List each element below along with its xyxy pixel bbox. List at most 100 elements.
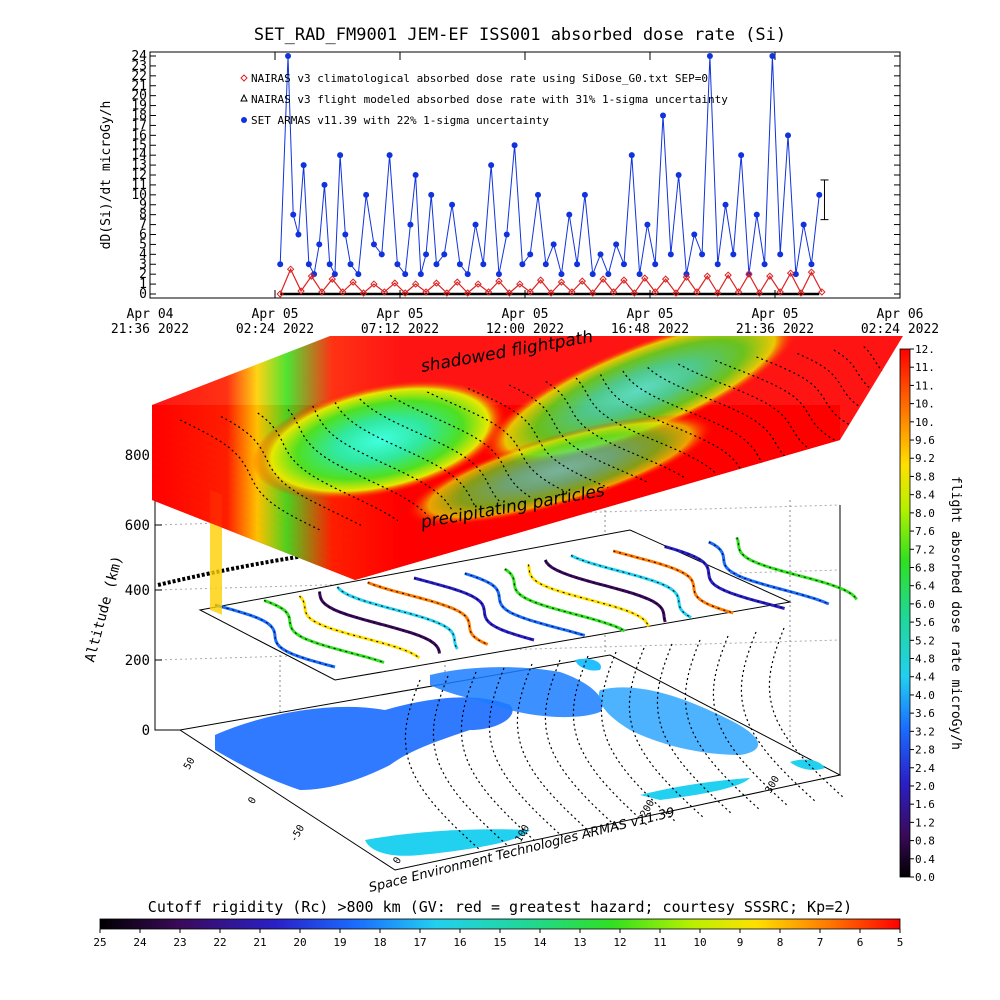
- y-tick-label: 12: [131, 168, 147, 183]
- ground-tracks: [404, 627, 845, 851]
- armas-point: [326, 261, 333, 268]
- y-tick-label: 1: [139, 277, 147, 292]
- dose-tick-label: 11.: [915, 379, 935, 392]
- dose-tick-label: 7.2: [915, 543, 935, 556]
- nairas-point: [693, 288, 701, 296]
- armas-point: [542, 261, 549, 268]
- armas-point: [581, 191, 588, 198]
- landmass-south: [640, 778, 750, 800]
- armas-point: [480, 261, 487, 268]
- nairas-point: [724, 271, 732, 279]
- landmass-antarctica: [365, 829, 530, 856]
- nairas-point: [661, 275, 670, 283]
- armas-point: [363, 191, 370, 198]
- armas-point: [412, 172, 419, 178]
- flight-track: [543, 559, 667, 623]
- armas-point: [428, 191, 435, 198]
- ground-track: [768, 627, 845, 799]
- armas-point: [290, 211, 297, 218]
- rc-tick-label: 11: [653, 936, 666, 949]
- y-tick-label: 23: [131, 59, 147, 74]
- slab-track: [545, 381, 687, 479]
- armas-point: [417, 271, 424, 278]
- x-tick-label-time: 21:36 2022: [736, 322, 814, 337]
- ground-track: [544, 659, 621, 831]
- dose-colorbar-ticks: 0.0 0.4 0.8 1.2 1.6 2.0 2.4 2.8 3.2 3.6 4.0 4.4 4.8 5…: [910, 343, 935, 884]
- y-tick-label: 8: [139, 208, 147, 223]
- nairas-point: [609, 288, 618, 296]
- x-tick-label-date: Apr 05: [252, 307, 299, 322]
- legend-symbol-diamond: [240, 74, 248, 82]
- nairas-point: [474, 280, 482, 288]
- nairas-point: [297, 287, 305, 295]
- lat-tick-label: -50: [289, 823, 308, 844]
- slab-track: [622, 370, 764, 465]
- dose-tick-label: 3.6: [915, 707, 935, 720]
- slab-track: [220, 415, 362, 526]
- armas-point: [495, 271, 502, 278]
- x-tick-label-time: 12:00 2022: [486, 322, 564, 337]
- nairas-point: [568, 288, 576, 296]
- x-tick-label-time: 02:24 2022: [861, 322, 939, 337]
- armas-point: [472, 221, 479, 228]
- dose-tick-label: 2.0: [915, 780, 935, 793]
- flight-track-dots: [708, 541, 829, 605]
- y-tick-label: 14: [131, 148, 147, 163]
- rc-tick-label: 5: [897, 936, 904, 949]
- rc-tick-label: 9: [737, 936, 744, 949]
- nairas-point: [818, 288, 826, 296]
- slab-track: [599, 374, 741, 470]
- nairas-point: [453, 278, 461, 286]
- nairas-point: [703, 272, 711, 280]
- nairas-point: [578, 277, 586, 285]
- armas-point: [644, 221, 651, 228]
- dose-colorbar: 0.0 0.4 0.8 1.2 1.6 2.0 2.4 2.8 3.2 3.6 4.0 4.4 4.8 5…: [899, 343, 963, 884]
- armas-point: [355, 271, 362, 278]
- armas-point: [300, 162, 307, 169]
- flight-track-dots: [464, 573, 585, 636]
- nairas-point: [766, 272, 774, 280]
- armas-series-line: [279, 55, 820, 277]
- y-tick-label: 19: [131, 99, 147, 114]
- armas-point: [519, 261, 526, 268]
- armas-point: [605, 271, 612, 278]
- x-tick-label-date: Apr 04: [127, 307, 174, 322]
- x-tick-label-date: Apr 05: [752, 307, 799, 322]
- ground-track: [628, 647, 705, 819]
- z-tick-label: 400: [125, 583, 150, 599]
- dose-tick-label: 10.: [915, 416, 935, 429]
- dose-blob: [405, 414, 715, 526]
- dose-tick-label: 9.2: [915, 452, 935, 465]
- nairas-point: [557, 278, 566, 286]
- flight-track: [298, 594, 421, 660]
- series-group: [276, 53, 829, 298]
- armas-point: [777, 251, 784, 258]
- rc-tick-label: 10: [693, 936, 706, 949]
- nairas-point: [776, 288, 784, 296]
- ground-track: [712, 635, 789, 807]
- y-tick-label: 5: [139, 237, 147, 252]
- flight-track-dots: [504, 568, 626, 632]
- armas-point: [706, 53, 713, 59]
- x-tick-label-date: Apr 05: [377, 307, 424, 322]
- armas-point: [527, 251, 534, 258]
- armas-point: [722, 201, 729, 208]
- rc-tick-label: 22: [213, 936, 226, 949]
- nairas-point: [505, 289, 514, 297]
- nairas-point: [349, 278, 357, 286]
- y-tick-label: 16: [131, 128, 147, 143]
- nairas-climatological-series-line: [279, 267, 823, 295]
- y-tick-label: 15: [131, 138, 147, 153]
- flight-track-dots: [337, 586, 458, 650]
- nairas-point: [380, 288, 389, 296]
- nairas-point: [370, 280, 378, 288]
- armas-point: [295, 231, 302, 238]
- nairas-point: [547, 289, 555, 297]
- armas-point: [441, 251, 448, 258]
- slab-track: [257, 412, 399, 522]
- nairas-point: [620, 276, 628, 284]
- nairas-point: [651, 288, 659, 296]
- armas-point: [347, 261, 354, 268]
- nairas-point: [391, 279, 399, 287]
